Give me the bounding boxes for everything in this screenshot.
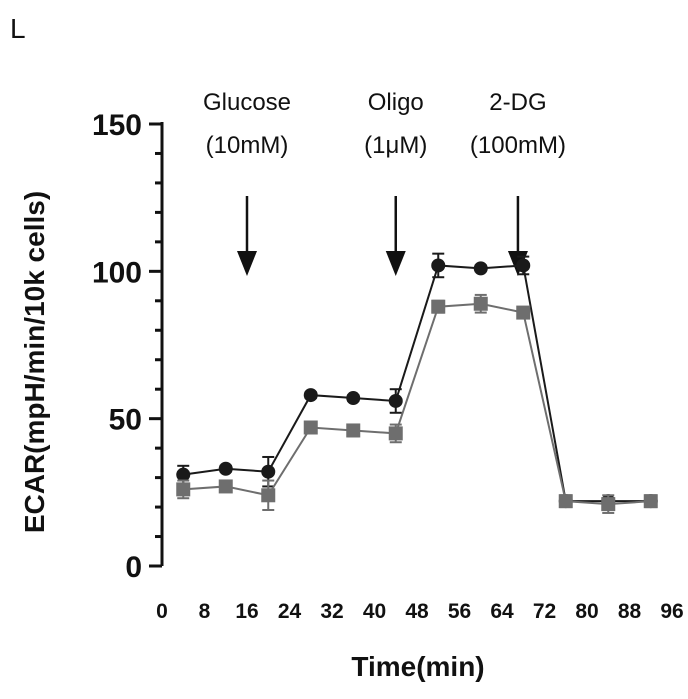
annotation-0: Glucose (10mM) [203,89,291,276]
annotation-concentration: (100mM) [470,132,566,159]
x-axis-title: Time(min) [351,651,484,682]
y-tick-label: 100 [92,256,142,289]
data-point-square [644,494,658,508]
data-point-square [261,488,275,502]
x-tick-label: 48 [405,600,429,623]
annotation-label: Glucose [203,89,291,116]
series-layer [176,254,658,513]
x-tick-label: 64 [490,600,514,623]
data-point-circle [431,258,445,272]
x-tick-label: 40 [363,600,386,623]
x-tick-label: 16 [235,600,258,623]
data-point-square [304,421,318,435]
x-tick-label: 72 [533,600,556,623]
data-point-circle [219,462,233,476]
data-point-circle [516,258,530,272]
data-point-square [346,423,360,437]
arrow-head [386,251,406,276]
data-point-square [516,306,530,320]
annotation-1: Oligo (1μM) [364,89,427,276]
data-point-square [219,479,233,493]
annotation-concentration: (1μM) [364,132,427,159]
axes: 0 50 100 150 0 8 16 24 32 40 48 56 64 72 80 88 96 [92,109,684,623]
x-tick-label: 0 [156,600,168,623]
data-point-circle [389,394,403,408]
series-circle [176,254,658,509]
x-tick-label: 96 [660,600,683,623]
annotation-concentration: (10mM) [206,132,289,159]
annotation-label: Oligo [368,89,424,116]
data-point-circle [304,388,318,402]
data-point-square [176,482,190,496]
annotation-2: 2-DG (100mM) [470,89,566,276]
data-point-square [474,297,488,311]
x-tick-label: 80 [575,600,598,623]
x-tick-label: 32 [320,600,343,623]
x-tick-label: 24 [278,600,302,623]
data-point-circle [261,465,275,479]
data-point-square [559,494,573,508]
data-point-square [601,497,615,511]
data-point-square [389,426,403,440]
y-tick-label: 0 [125,551,142,584]
x-tick-label: 8 [199,600,211,623]
data-point-circle [474,261,488,275]
annotation-label: 2-DG [489,89,546,116]
injection-annotations: Glucose (10mM) Oligo (1μM) 2-DG (100mM) [203,89,566,276]
panel-label: L [10,13,26,44]
y-tick-label: 50 [109,404,142,437]
x-tick-label: 56 [448,600,471,623]
y-axis-title: ECAR(mpH/min/10k cells) [19,191,50,533]
y-tick-label: 150 [92,109,142,142]
series-square [176,295,658,513]
data-point-square [431,300,445,314]
x-tick-label: 88 [618,600,642,623]
arrow-head [237,251,257,276]
data-point-circle [346,391,360,405]
series-line [183,265,651,501]
